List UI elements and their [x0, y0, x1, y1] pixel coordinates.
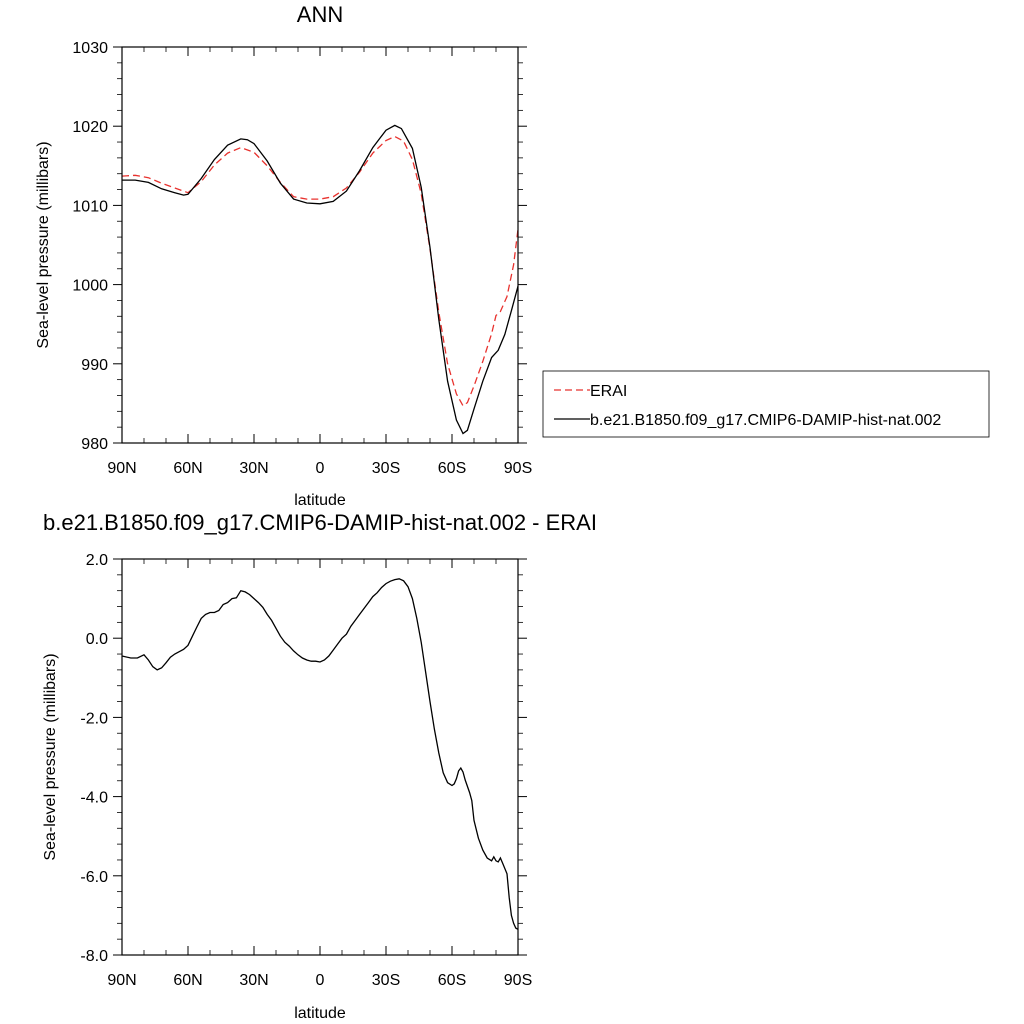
y-tick-label: -4.0 — [80, 790, 108, 807]
legend-box — [542, 370, 990, 438]
panel-1-y-axis-label: Sea-level pressure (millibars) — [35, 141, 52, 348]
legend-label-erai: ERAI — [590, 383, 627, 400]
x-tick-label: 60S — [438, 460, 466, 477]
x-tick-label: 60N — [173, 972, 202, 989]
y-tick-label: -6.0 — [80, 869, 108, 886]
x-tick-label: 90S — [504, 460, 532, 477]
x-tick-label: 30N — [239, 460, 268, 477]
panel-2-curves — [121, 578, 519, 930]
series-line-1-0 — [121, 578, 519, 930]
series-line-0-1 — [122, 124, 519, 435]
x-tick-label: 0 — [316, 972, 325, 989]
panel-annual-slp: ANN 90N 60N 30N 0 30S 60S 90S 980 990 1000 1010 102… — [35, 2, 990, 509]
panel-1-title: ANN — [297, 2, 343, 27]
panel-2-y-axis-label: Sea-level pressure (millibars) — [42, 653, 59, 860]
x-tick-label: 90N — [107, 972, 136, 989]
y-tick-label: 1020 — [72, 119, 108, 136]
legend: ERAI b.e21.B1850.f09_g17.CMIP6-DAMIP-his… — [542, 370, 990, 438]
panel-1-curves — [121, 124, 519, 435]
x-tick-label: 90S — [504, 972, 532, 989]
y-tick-label: 980 — [81, 436, 108, 453]
x-tick-label: 30S — [372, 460, 400, 477]
panel-2-title: b.e21.B1850.f09_g17.CMIP6-DAMIP-hist-nat… — [43, 510, 597, 535]
y-tick-label: 2.0 — [86, 552, 108, 569]
panel-2-frame — [121, 558, 519, 956]
panel-difference: b.e21.B1850.f09_g17.CMIP6-DAMIP-hist-nat… — [42, 510, 597, 1022]
legend-label-model: b.e21.B1850.f09_g17.CMIP6-DAMIP-hist-nat… — [590, 412, 941, 429]
y-tick-label: -2.0 — [80, 710, 108, 727]
y-tick-label: -8.0 — [80, 948, 108, 965]
panel-1-frame — [121, 46, 519, 444]
x-tick-label: 60N — [173, 460, 202, 477]
y-tick-label: 1000 — [72, 278, 108, 295]
series-line-0-0 — [121, 135, 519, 407]
panel-2-ticks: 90N 60N 30N 0 30S 60S 90S -8.0 -6.0 -4.0 -2.0 0.0 2.… — [80, 552, 532, 989]
x-tick-label: 60S — [438, 972, 466, 989]
panel-1-x-axis-label: latitude — [294, 492, 346, 509]
y-tick-label: 1030 — [72, 40, 108, 57]
y-tick-label: 990 — [81, 357, 108, 374]
x-tick-label: 30N — [239, 972, 268, 989]
y-tick-label: 1010 — [72, 198, 108, 215]
x-tick-label: 30S — [372, 972, 400, 989]
panel-1-ticks: 90N 60N 30N 0 30S 60S 90S 980 990 1000 1010 1020 103… — [72, 40, 532, 477]
y-tick-label: 0.0 — [86, 631, 108, 648]
x-tick-label: 90N — [107, 460, 136, 477]
x-tick-label: 0 — [316, 460, 325, 477]
panel-2-x-axis-label: latitude — [294, 1005, 346, 1022]
